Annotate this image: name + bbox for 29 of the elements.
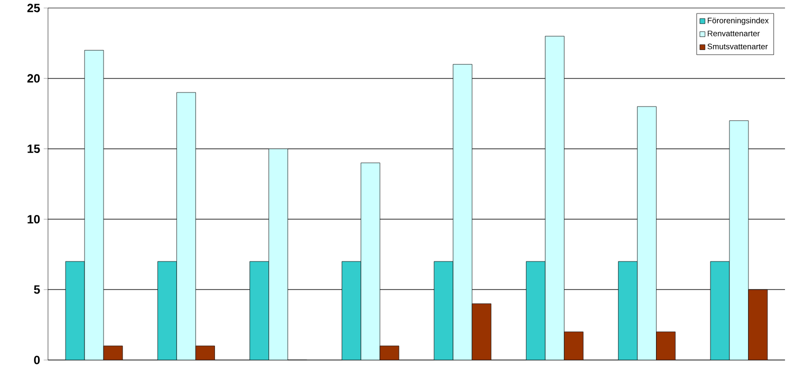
bar	[544, 36, 564, 360]
bar	[176, 92, 196, 360]
bar	[157, 261, 177, 360]
bar	[748, 289, 768, 360]
y-tick-label: 5	[34, 285, 40, 294]
y-tick-label: 10	[28, 214, 40, 224]
y-tick-label: 0	[34, 356, 40, 364]
y-tick-label: 15	[28, 144, 40, 153]
bar	[84, 50, 104, 360]
bar	[618, 261, 638, 360]
bar	[564, 332, 584, 360]
bar	[268, 148, 288, 360]
bar	[103, 346, 123, 360]
bar	[710, 261, 730, 360]
bar	[637, 106, 657, 360]
bar	[342, 261, 362, 360]
bar	[360, 162, 380, 360]
bar	[729, 120, 749, 360]
bar	[452, 64, 472, 360]
bar	[65, 261, 85, 360]
bar	[656, 332, 676, 360]
bar	[472, 303, 492, 360]
bar	[195, 346, 215, 360]
y-tick-label: 25	[27, 4, 40, 12]
bar	[434, 261, 454, 360]
bar	[250, 261, 270, 360]
bar	[380, 346, 400, 360]
bar	[526, 261, 546, 360]
y-tick-label: 20	[27, 74, 40, 83]
